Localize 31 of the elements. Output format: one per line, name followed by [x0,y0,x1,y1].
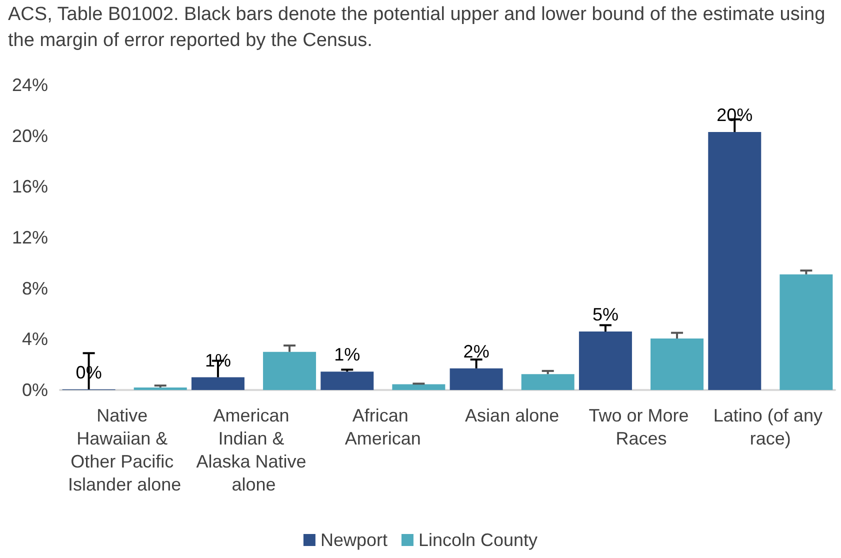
bar [191,377,244,390]
text: ACS, Table B01002. Black bars denote the potential upper and lower bound of the estimate using the margin of error reported by the Census. [8,3,826,53]
x-tick-label: American Indian & Alaska Native alone [196,406,312,494]
bar [650,338,704,390]
data-label: 5% [592,304,618,325]
bar [392,384,446,390]
legend-label: Newport [320,530,388,550]
y-tick-label: 0% [22,380,48,400]
bar [263,352,316,390]
y-tick-label: 20% [12,126,48,146]
y-tick-label: 24% [12,75,48,95]
bar [708,132,762,390]
data-label: 20% [716,105,753,126]
bar [780,274,833,390]
data-label: 2% [463,341,490,362]
y-tick-label: 12% [12,228,48,248]
x-tick-label: Native Hawaiian & Other Pacific Islander alone [68,406,182,494]
x-tick-label: African American [344,406,421,448]
legend-label: Lincoln County [418,530,538,550]
x-tick-label: Latino (of any race) [713,406,828,448]
y-tick-label: 8% [22,278,48,298]
bar [320,372,374,390]
bar [521,374,574,390]
data-label: 1% [334,344,360,365]
bar [450,368,503,390]
bar [134,387,187,390]
y-tick-label: 4% [22,329,48,350]
bar [578,332,632,390]
x-tick-label: Two or More Races [588,406,694,448]
x-tick-label: Asian alone [465,406,560,426]
y-tick-label: 16% [12,176,48,197]
